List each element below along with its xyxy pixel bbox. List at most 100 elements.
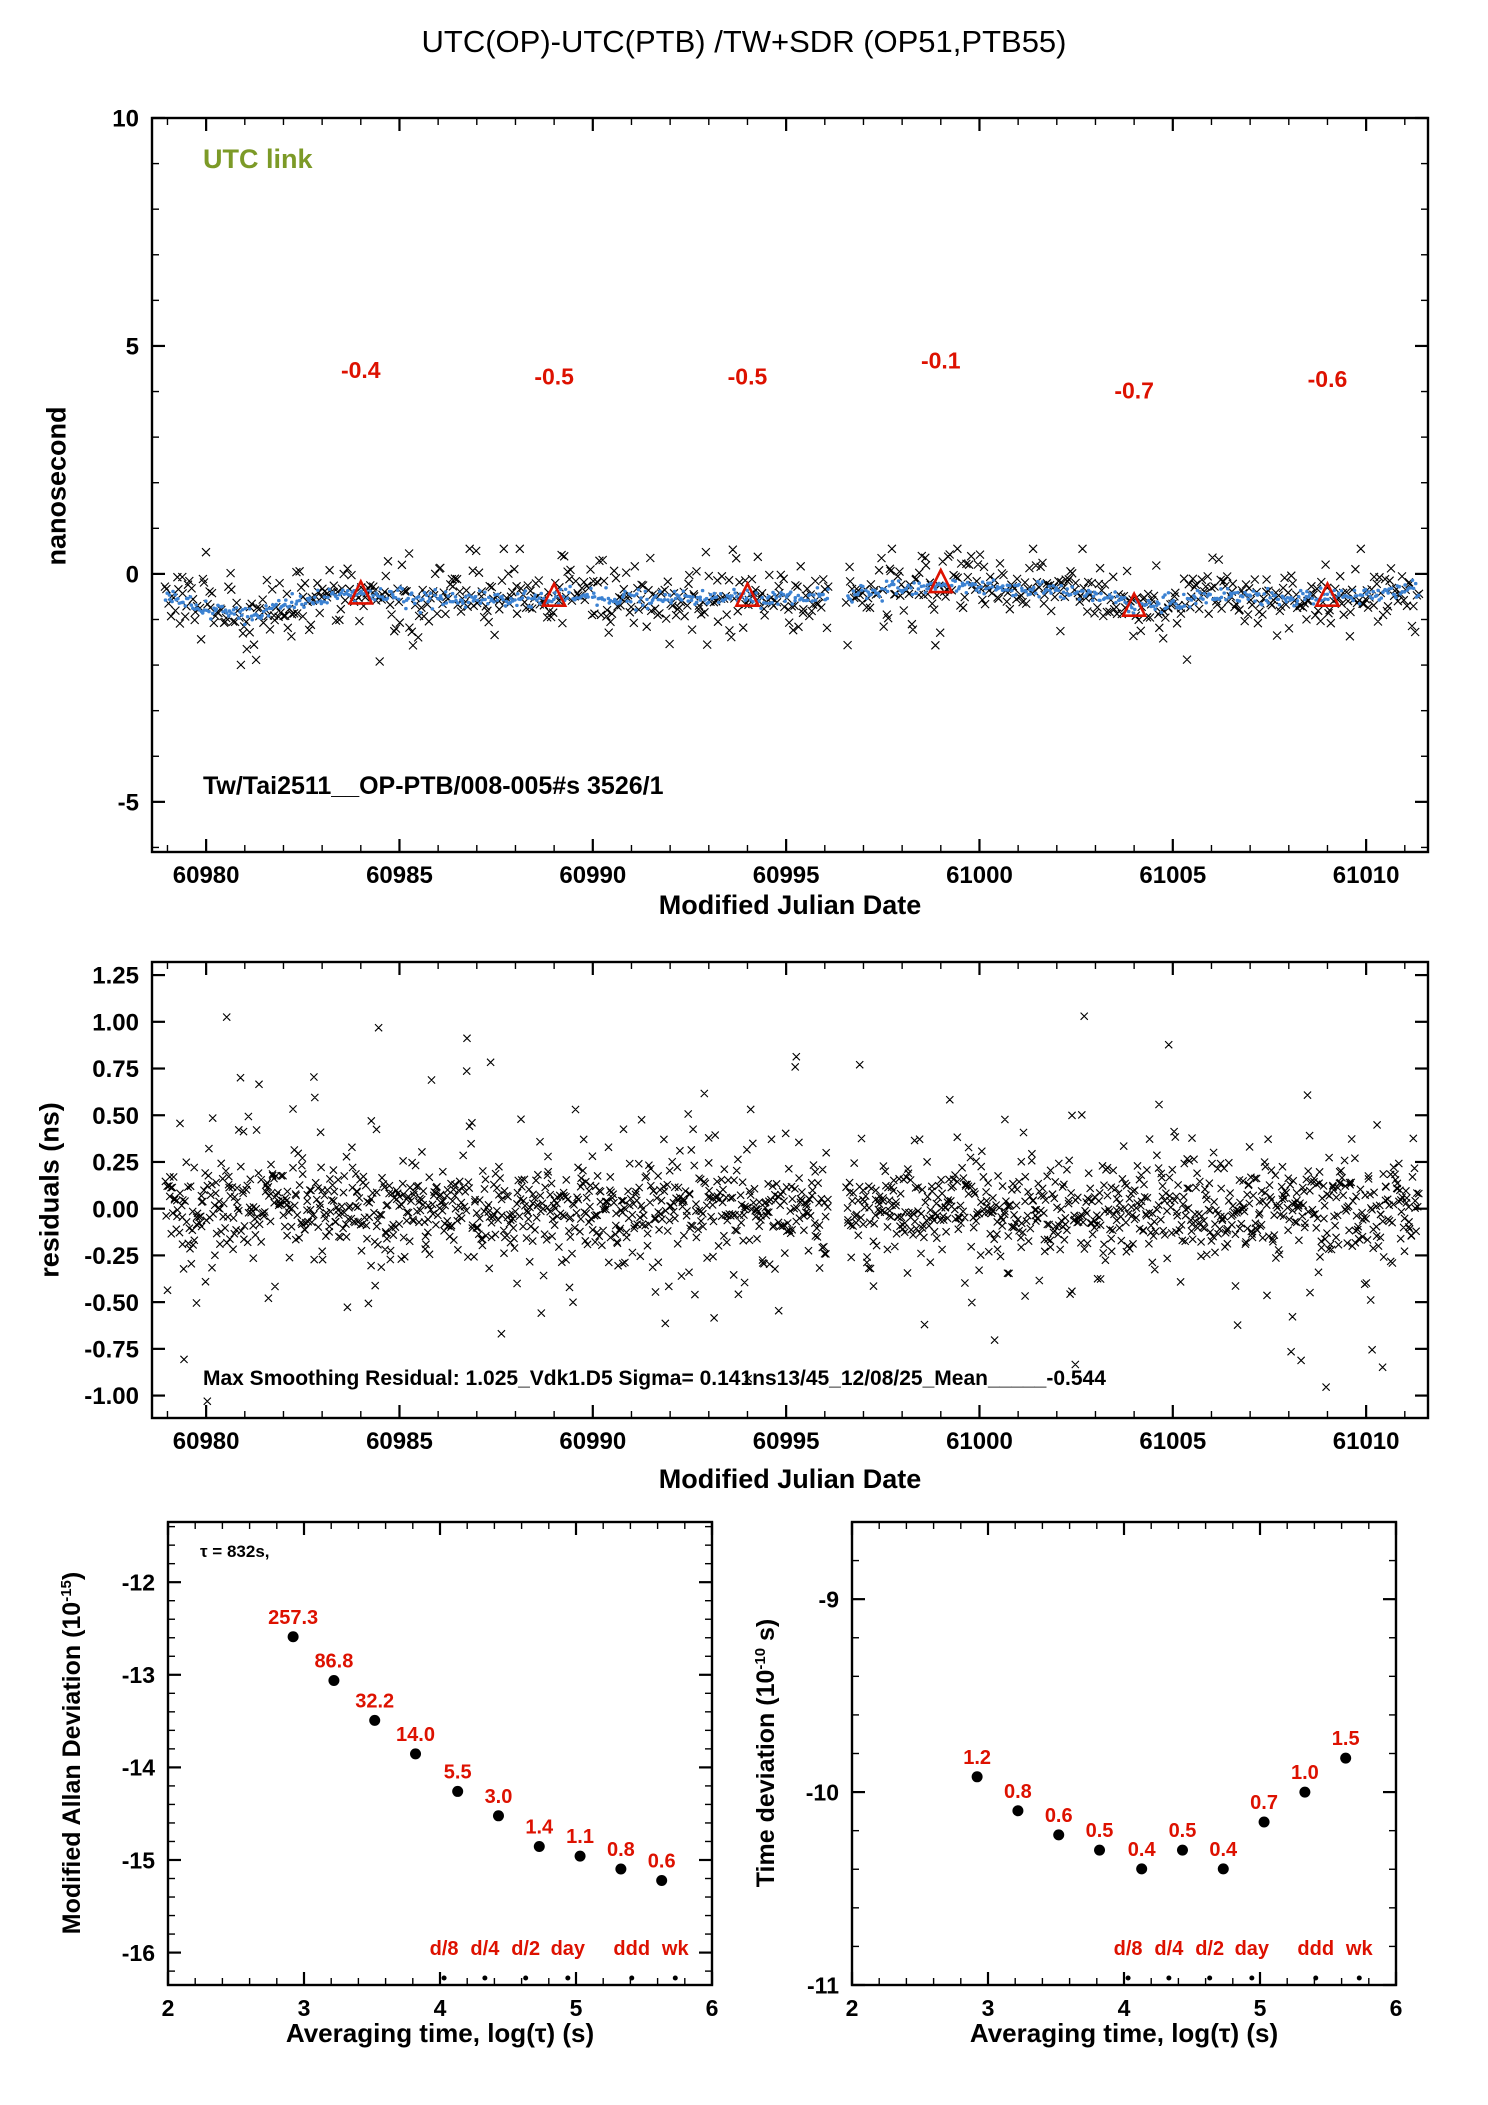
deviation-point (410, 1748, 422, 1760)
deviation-point (615, 1863, 627, 1875)
time-mark-dot (1356, 1975, 1362, 1981)
svg-text:3.0: 3.0 (485, 1786, 513, 1808)
svg-text:6: 6 (706, 1995, 719, 2021)
deviation-point (1136, 1863, 1148, 1875)
svg-text:ddd: ddd (1297, 1938, 1334, 1960)
svg-text:-0.75: -0.75 (84, 1336, 139, 1363)
svg-text:60985: 60985 (366, 1428, 433, 1455)
svg-text:5.5: 5.5 (444, 1761, 472, 1783)
svg-text:257.3: 257.3 (268, 1607, 318, 1629)
mdev-panel: 2 3 4 5 6 -12 -13 -14 -15 -16 257.3 86.832.214.0 5.5… (122, 1520, 719, 2021)
deviation-point (328, 1674, 340, 1686)
residuals-xlabel: Modified Julian Date (658, 1464, 922, 1494)
rate-marker-triangle (541, 580, 568, 607)
svg-text:-1.00: -1.00 (84, 1383, 139, 1410)
svg-text:0.4: 0.4 (1128, 1839, 1157, 1861)
time-mark-dot (1249, 1975, 1255, 1981)
tdev-xlabel: Averaging time, log(τ) (s) (969, 2018, 1279, 2048)
top-xlabel: Modified Julian Date (658, 890, 922, 920)
deviation-point (1217, 1863, 1229, 1875)
figure-title: UTC(OP)-UTC(PTB) /TW+SDR (OP51,PTB55) (421, 24, 1067, 59)
rate-marker-triangle (1314, 580, 1341, 607)
svg-text:4: 4 (1118, 1995, 1131, 2021)
svg-text:1.4: 1.4 (525, 1816, 554, 1838)
deviation-point (574, 1850, 586, 1862)
svg-text:day: day (1235, 1938, 1270, 1960)
smoothed-link-scatter (163, 578, 1421, 627)
time-mark-dot (1125, 1975, 1131, 1981)
time-mark-dot (523, 1975, 529, 1981)
time-mark-dot (672, 1975, 678, 1981)
deviation-point (1053, 1829, 1065, 1841)
deviation-point (1176, 1844, 1188, 1856)
svg-text:5: 5 (126, 334, 139, 361)
svg-text:-0.5: -0.5 (728, 364, 768, 390)
time-mark-dot (482, 1975, 488, 1981)
svg-text:1.1: 1.1 (566, 1826, 594, 1848)
svg-text:0.5: 0.5 (1169, 1820, 1197, 1842)
svg-text:-0.6: -0.6 (1308, 366, 1348, 392)
svg-text:1.0: 1.0 (1291, 1762, 1319, 1784)
svg-text:61005: 61005 (1139, 862, 1206, 889)
svg-text:6: 6 (1390, 1995, 1403, 2021)
svg-text:3: 3 (298, 1995, 311, 2021)
svg-text:-15: -15 (122, 1847, 155, 1873)
svg-text:d/4: d/4 (1154, 1938, 1184, 1960)
svg-text:32.2: 32.2 (355, 1690, 394, 1712)
residuals-panel: 60980 60985 60990 60995 61000 61005 61010 1.25 1… (84, 960, 1430, 1455)
svg-text:2: 2 (846, 1995, 859, 2021)
svg-text:60990: 60990 (559, 1428, 626, 1455)
svg-text:60980: 60980 (173, 1428, 240, 1455)
deviation-point (1340, 1752, 1352, 1764)
svg-text:61005: 61005 (1139, 1428, 1206, 1455)
time-mark-dot (1313, 1975, 1319, 1981)
residuals-scatter (161, 1012, 1423, 1406)
time-mark-dot (629, 1975, 635, 1981)
svg-text:1.2: 1.2 (963, 1747, 991, 1769)
tdev-ylabel-suffix: s) (752, 1618, 781, 1648)
svg-text:d/2: d/2 (511, 1938, 540, 1960)
deviation-point (533, 1840, 545, 1852)
residuals-ylabel: residuals (ns) (34, 1102, 65, 1278)
svg-text:-12: -12 (122, 1569, 155, 1595)
svg-text:-0.4: -0.4 (341, 357, 381, 383)
svg-text:-5: -5 (118, 789, 139, 816)
top-panel: 60980 60985 60990 60995 61000 61005 61010 10 5 0 -… (112, 106, 1430, 889)
rate-marker-triangle (734, 580, 761, 607)
deviation-point (1258, 1816, 1270, 1828)
residuals-annotation: Max Smoothing Residual: 1.025_Vdk1.D5 Si… (203, 1367, 1106, 1390)
svg-text:60995: 60995 (753, 1428, 820, 1455)
deviation-point (971, 1771, 983, 1783)
rate-marker-triangle (347, 578, 374, 605)
svg-text:-0.5: -0.5 (534, 364, 574, 390)
svg-text:0.75: 0.75 (92, 1056, 139, 1083)
tdev-ylabel-prefix: Time deviation (10 (752, 1669, 781, 1888)
svg-text:-11: -11 (807, 1972, 839, 1998)
top-ylabel: nanosecond (41, 406, 72, 566)
svg-text:0: 0 (126, 562, 139, 589)
svg-text:2: 2 (162, 1995, 175, 2021)
svg-text:d/4: d/4 (470, 1938, 500, 1960)
deviation-point (1012, 1805, 1024, 1817)
svg-text:1.5: 1.5 (1332, 1728, 1360, 1750)
deviation-point (287, 1631, 299, 1643)
rate-marker-triangle (1121, 590, 1148, 618)
tdev-panel: 2 3 4 5 6 -9 -10 -11 1.2 0.8 0.6 0.5 0.4 0.5 0.4 0.7 1.0… (806, 1520, 1403, 2021)
svg-text:-16: -16 (122, 1940, 155, 1966)
svg-text:0.5: 0.5 (1086, 1820, 1114, 1842)
deviation-point (1299, 1786, 1311, 1798)
tdev-ylabel-exponent: -10 (751, 1647, 769, 1670)
deviation-point (1094, 1844, 1106, 1856)
svg-text:-13: -13 (122, 1662, 155, 1688)
svg-text:0.8: 0.8 (1004, 1781, 1032, 1803)
svg-text:61000: 61000 (946, 862, 1013, 889)
time-mark-dot (1207, 1975, 1213, 1981)
svg-text:60985: 60985 (366, 862, 433, 889)
svg-text:0.25: 0.25 (92, 1150, 139, 1177)
svg-text:d/2: d/2 (1195, 1938, 1224, 1960)
svg-text:5: 5 (570, 1995, 583, 2021)
mdev-ylabel-exponent: -15 (57, 1580, 75, 1602)
svg-text:86.8: 86.8 (314, 1650, 353, 1672)
